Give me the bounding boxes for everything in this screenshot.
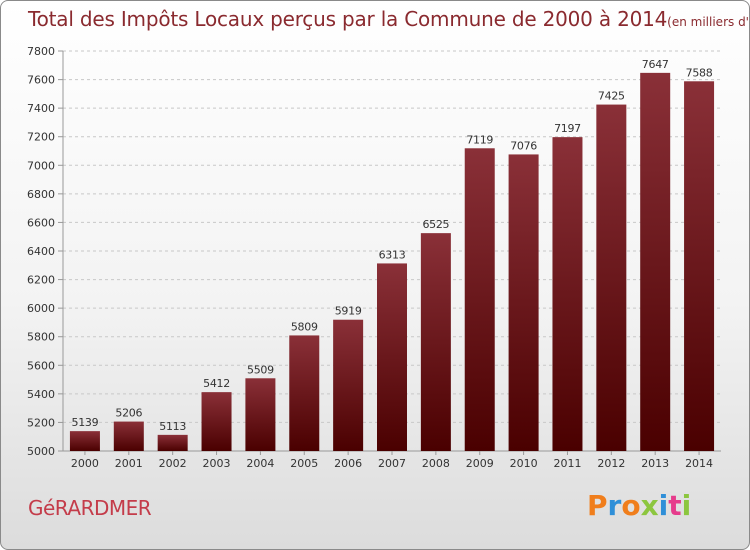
x-tick-label: 2010 bbox=[510, 457, 538, 470]
y-tick-label: 7400 bbox=[27, 102, 55, 115]
bar-2002 bbox=[157, 434, 188, 451]
bars bbox=[69, 72, 715, 452]
y-tick-label: 7000 bbox=[27, 159, 55, 172]
bar-2006 bbox=[333, 319, 364, 451]
bar-2010 bbox=[508, 154, 539, 451]
logo-letter: r bbox=[607, 489, 622, 522]
bar-2011 bbox=[552, 137, 583, 451]
logo-letter: i bbox=[681, 489, 692, 522]
data-label-2009: 7119 bbox=[466, 133, 493, 146]
bar-2008 bbox=[420, 233, 451, 451]
chart-unit: (en milliers d'€) bbox=[667, 15, 749, 29]
bar-2012 bbox=[596, 104, 627, 452]
data-label-2014: 7588 bbox=[686, 66, 713, 79]
bar-2004 bbox=[245, 378, 276, 451]
chart-title: Total des Impôts Locaux perçus par la Co… bbox=[28, 7, 749, 31]
x-tick-label: 2011 bbox=[553, 457, 581, 470]
data-label-2000: 5139 bbox=[72, 416, 99, 429]
data-label-2001: 5206 bbox=[115, 407, 142, 420]
x-tick-label: 2013 bbox=[641, 457, 669, 470]
y-tick-label: 7800 bbox=[27, 45, 55, 58]
axes: 5000 5200 5400 5600 5800 6000 6200 6400 6600 6800… bbox=[27, 45, 721, 470]
y-tick-label: 5200 bbox=[27, 416, 55, 429]
bar-2003 bbox=[201, 392, 232, 451]
y-tick-label: 7600 bbox=[27, 74, 55, 87]
x-tick-label: 2008 bbox=[422, 457, 450, 470]
logo-letter: P bbox=[587, 489, 608, 522]
proxiti-logo: Proxiti bbox=[587, 489, 691, 522]
x-tick-label: 2001 bbox=[115, 457, 143, 470]
bar-2005 bbox=[289, 335, 320, 451]
y-tick-label: 6200 bbox=[27, 274, 55, 287]
x-tick-label: 2004 bbox=[246, 457, 274, 470]
bar-2000 bbox=[69, 431, 100, 451]
logo-letter: x bbox=[640, 489, 659, 522]
bar-2001 bbox=[113, 421, 144, 451]
data-label-2004: 5509 bbox=[247, 363, 274, 376]
y-tick-label: 5800 bbox=[27, 331, 55, 344]
logo-letter: i bbox=[658, 489, 669, 522]
data-label-2011: 7197 bbox=[554, 122, 581, 135]
x-tick-label: 2005 bbox=[290, 457, 318, 470]
y-tick-label: 6600 bbox=[27, 216, 55, 229]
y-tick-label: 7200 bbox=[27, 131, 55, 144]
y-tick-label: 5400 bbox=[27, 388, 55, 401]
logo-letter: t bbox=[668, 489, 682, 522]
data-label-2003: 5412 bbox=[203, 377, 230, 390]
data-label-2007: 6313 bbox=[379, 248, 406, 261]
y-tick-label: 6800 bbox=[27, 188, 55, 201]
data-label-2006: 5919 bbox=[335, 305, 362, 318]
data-labels: 5139 5206 5113 5412 5509 5809 5919 6313 6525 7119… bbox=[72, 58, 714, 433]
data-label-2005: 5809 bbox=[291, 320, 318, 333]
y-tick-label: 6000 bbox=[27, 302, 55, 315]
bar-2007 bbox=[377, 263, 407, 451]
x-tick-label: 2002 bbox=[159, 457, 187, 470]
x-tick-label: 2014 bbox=[685, 457, 713, 470]
x-tick-label: 2000 bbox=[71, 457, 99, 470]
bar-2009 bbox=[464, 148, 495, 452]
x-tick-label: 2006 bbox=[334, 457, 362, 470]
data-label-2012: 7425 bbox=[598, 90, 625, 103]
y-tick-label: 5600 bbox=[27, 359, 55, 372]
y-tick-label: 6400 bbox=[27, 245, 55, 258]
data-label-2002: 5113 bbox=[159, 420, 186, 433]
data-label-2010: 7076 bbox=[510, 139, 537, 152]
x-tick-label: 2009 bbox=[466, 457, 494, 470]
y-tick-label: 5000 bbox=[27, 445, 55, 458]
commune-name: GéRARDMER bbox=[28, 496, 152, 520]
data-label-2008: 6525 bbox=[422, 218, 449, 231]
bar-2013 bbox=[640, 72, 671, 451]
x-tick-label: 2003 bbox=[203, 457, 231, 470]
logo-letter: o bbox=[621, 489, 641, 522]
data-label-2013: 7647 bbox=[642, 58, 669, 71]
x-tick-label: 2007 bbox=[378, 457, 406, 470]
chart-title-text: Total des Impôts Locaux perçus par la Co… bbox=[28, 7, 668, 31]
bar-2014 bbox=[684, 81, 715, 452]
x-tick-label: 2012 bbox=[597, 457, 625, 470]
